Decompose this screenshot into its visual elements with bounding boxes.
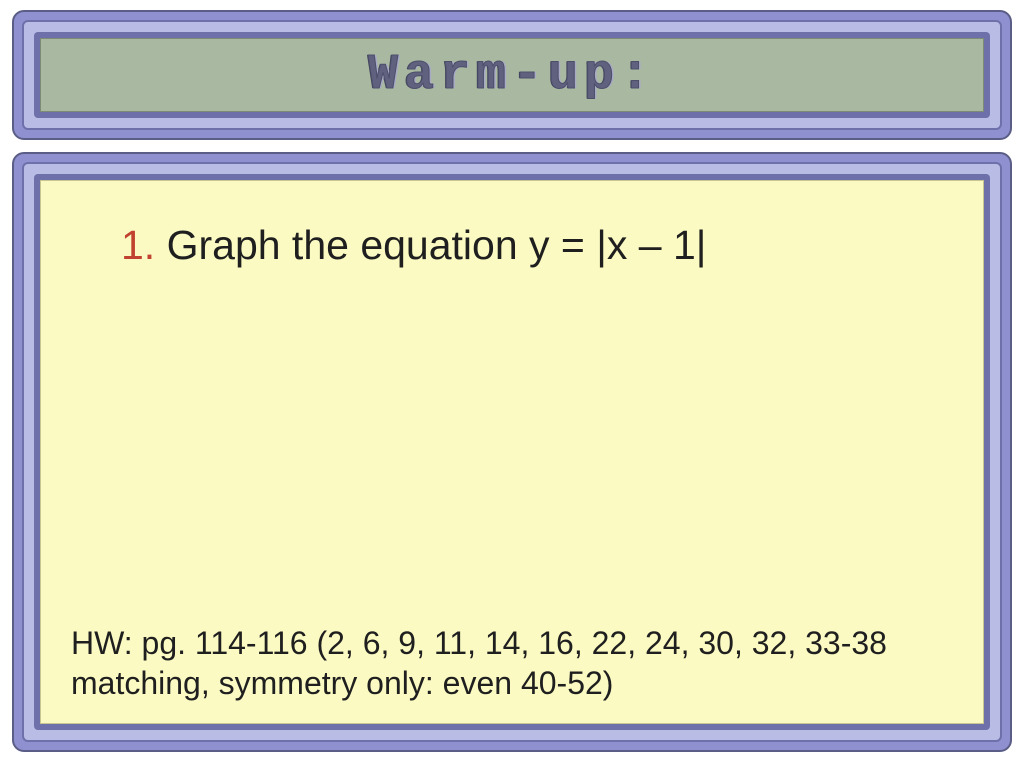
- header-panel: Warm-up:: [40, 38, 984, 112]
- homework-line2: matching, symmetry only: even 40-52): [71, 665, 613, 701]
- question-line: 1. Graph the equation y = |x – 1|: [71, 221, 953, 270]
- header-frame: Warm-up:: [12, 10, 1012, 140]
- header-title: Warm-up:: [368, 47, 656, 104]
- spacer: [71, 270, 953, 623]
- body-frame: 1. Graph the equation y = |x – 1| HW: pg…: [12, 152, 1012, 752]
- homework-text: HW: pg. 114-116 (2, 6, 9, 11, 14, 16, 22…: [71, 623, 953, 703]
- body-panel: 1. Graph the equation y = |x – 1| HW: pg…: [40, 180, 984, 724]
- question-number: 1.: [121, 222, 155, 268]
- homework-line1: HW: pg. 114-116 (2, 6, 9, 11, 14, 16, 22…: [71, 625, 887, 661]
- question-text: Graph the equation y = |x – 1|: [155, 222, 706, 268]
